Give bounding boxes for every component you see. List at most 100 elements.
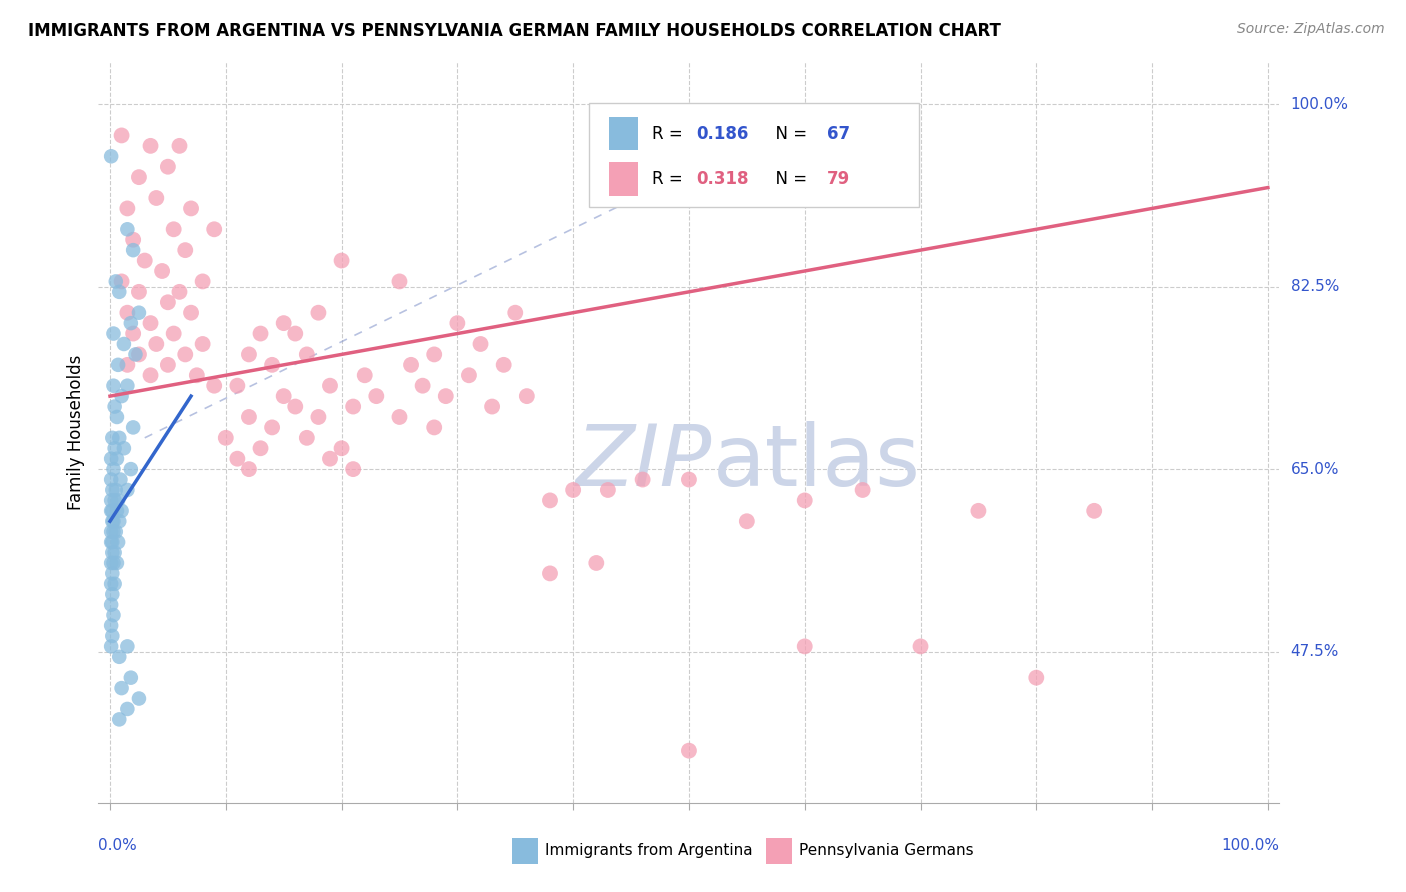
Point [319,378,342,392]
Point [481,400,503,414]
Point [110,389,132,403]
Point [596,483,619,497]
Point [104,493,127,508]
Point [120,671,142,685]
Text: 67: 67 [827,125,851,143]
Bar [766,838,792,863]
Point [112,442,135,456]
Text: 47.5%: 47.5% [1291,644,1339,659]
Point [226,378,249,392]
Point [366,389,388,403]
Point [100,504,122,518]
Point [238,462,260,476]
Point [145,191,167,205]
Text: N =: N = [765,125,811,143]
Point [117,222,139,236]
Point [103,608,125,623]
Point [117,378,139,392]
Point [100,493,122,508]
Point [388,274,411,288]
Point [103,326,125,341]
Point [117,702,139,716]
Text: 82.5%: 82.5% [1291,279,1339,294]
Point [100,556,122,570]
Point [262,420,284,434]
Point [128,285,150,299]
Point [104,483,127,497]
Text: R =: R = [652,125,689,143]
Point [262,358,284,372]
Point [145,337,167,351]
Point [107,535,129,549]
Point [103,378,125,392]
Point [105,451,128,466]
Point [330,442,353,456]
Point [128,691,150,706]
Point [128,306,150,320]
Point [150,264,173,278]
Text: ZIP: ZIP [576,421,713,504]
Point [100,640,122,654]
Point [678,744,700,758]
Point [101,545,124,559]
Point [458,368,481,383]
Point [104,400,127,414]
Point [108,431,131,445]
Point [139,139,162,153]
Text: Source: ZipAtlas.com: Source: ZipAtlas.com [1237,22,1385,37]
Point [100,149,122,163]
Point [307,306,329,320]
Point [163,326,186,341]
Point [107,358,129,372]
Point [249,326,271,341]
Text: 100.0%: 100.0% [1222,838,1279,853]
Point [1083,504,1105,518]
Point [105,556,128,570]
Point [100,524,122,539]
Point [104,577,127,591]
Point [238,347,260,361]
Point [191,337,214,351]
Point [156,358,179,372]
Point [156,160,179,174]
Text: atlas: atlas [713,421,921,504]
Point [105,504,128,518]
Point [139,368,162,383]
Point [124,347,146,361]
Point [108,712,131,726]
Point [238,409,260,424]
Point [117,202,139,216]
Point [180,202,202,216]
Point [330,253,353,268]
Point [117,640,139,654]
Point [538,566,561,581]
Point [108,514,131,528]
Point [295,431,318,445]
Point [101,535,124,549]
Point [108,285,131,299]
Point [100,473,122,487]
Point [110,504,132,518]
Point [101,587,124,601]
Text: 0.318: 0.318 [696,170,748,188]
Point [103,462,125,476]
Point [174,243,197,257]
Point [852,483,875,497]
Point [139,316,162,330]
Point [112,337,135,351]
Point [117,306,139,320]
Point [1025,671,1047,685]
Point [202,378,225,392]
Point [284,326,307,341]
Point [342,462,364,476]
Point [101,431,124,445]
Point [399,358,422,372]
Bar [512,838,537,863]
Point [134,253,156,268]
Point [117,358,139,372]
Text: Pennsylvania Germans: Pennsylvania Germans [799,844,973,858]
Point [423,420,446,434]
Point [156,295,179,310]
Point [110,473,132,487]
Point [101,566,124,581]
